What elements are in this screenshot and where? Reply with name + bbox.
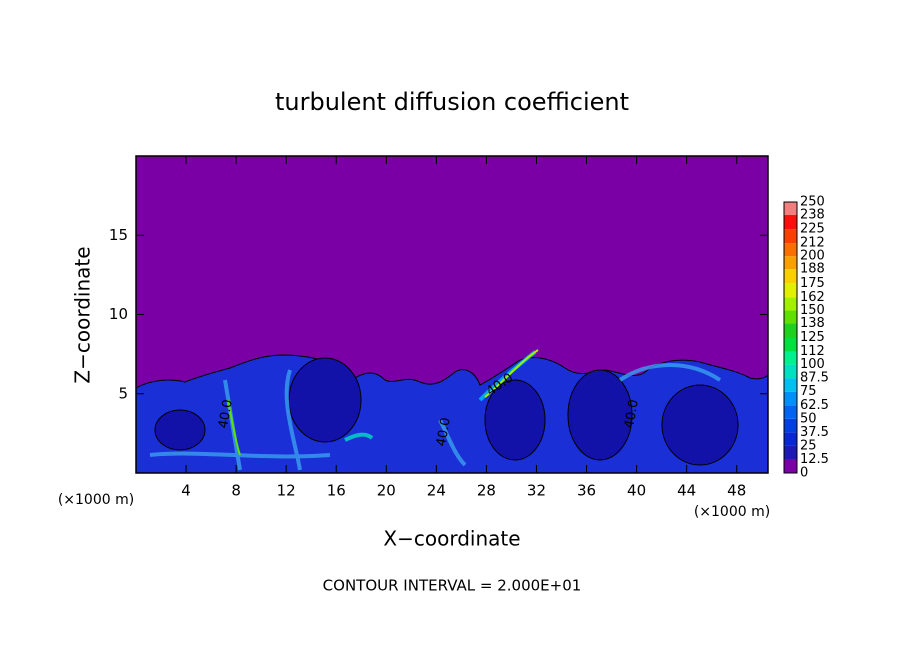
x-unit-label: (×1000 m) bbox=[58, 492, 134, 508]
colorbar-band bbox=[784, 323, 797, 338]
colorbar-label: 25 bbox=[800, 438, 817, 453]
colorbar-label: 175 bbox=[800, 276, 825, 291]
colorbar-band bbox=[784, 310, 797, 324]
vortex bbox=[288, 357, 362, 443]
colorbar-band bbox=[784, 418, 797, 433]
streak bbox=[618, 363, 722, 382]
colorbar-band bbox=[784, 256, 797, 270]
colorbar-band bbox=[784, 202, 797, 216]
colorbar-label: 0 bbox=[800, 466, 808, 481]
colorbar-band bbox=[784, 445, 797, 460]
x-unit-label: (×1000 m) bbox=[694, 504, 770, 520]
colorbar-label: 238 bbox=[800, 208, 825, 223]
colorbar-label: 87.5 bbox=[800, 371, 829, 386]
vortex bbox=[484, 379, 546, 461]
field bbox=[135, 156, 769, 474]
y-tick-label: 15 bbox=[109, 226, 128, 244]
colorbar-label: 37.5 bbox=[800, 425, 829, 440]
y-tick-label: 5 bbox=[118, 384, 128, 402]
colorbar-band bbox=[784, 297, 797, 311]
x-tick-label: 48 bbox=[727, 482, 746, 500]
colorbar-label: 225 bbox=[800, 222, 825, 237]
colorbar-band bbox=[784, 229, 797, 244]
y-tick-label: 10 bbox=[109, 305, 128, 323]
contour-label: 40.0 bbox=[216, 398, 236, 429]
colorbar-band bbox=[784, 378, 797, 392]
vortex bbox=[661, 384, 739, 466]
colorbar-label: 62.5 bbox=[800, 398, 829, 413]
colorbar-band bbox=[784, 269, 797, 284]
colorbar-label: 188 bbox=[800, 262, 825, 277]
x-tick-label: 36 bbox=[577, 482, 596, 500]
colorbar-label: 75 bbox=[800, 384, 817, 399]
x-tick-label: 44 bbox=[677, 482, 696, 500]
streak bbox=[284, 369, 302, 471]
contour-label: 40.0 bbox=[622, 398, 642, 429]
colorbar-label: 125 bbox=[800, 330, 825, 345]
x-tick-label: 32 bbox=[527, 482, 546, 500]
x-tick-label: 24 bbox=[427, 482, 446, 500]
colorbar-band bbox=[784, 283, 797, 298]
x-tick-label: 4 bbox=[181, 482, 191, 500]
colorbar-label: 12.5 bbox=[800, 452, 829, 467]
x-tick-label: 40 bbox=[627, 482, 646, 500]
streak bbox=[149, 451, 331, 459]
colorbar-label: 200 bbox=[800, 249, 825, 264]
colorbar-band bbox=[784, 459, 797, 473]
chart-title: turbulent diffusion coefficient bbox=[275, 88, 629, 116]
vortex-cores bbox=[154, 357, 739, 466]
vortex bbox=[154, 409, 206, 451]
colorbar-label: 150 bbox=[800, 303, 825, 318]
colorbar-band bbox=[784, 364, 797, 379]
x-axis-title: X−coordinate bbox=[383, 527, 520, 551]
colorbar-label: 112 bbox=[800, 344, 825, 359]
colorbar-label: 138 bbox=[800, 316, 825, 331]
colorbar-band bbox=[784, 432, 797, 446]
colorbar-label: 100 bbox=[800, 357, 825, 372]
colorbar-label: 212 bbox=[800, 236, 825, 251]
colorbar-label: 250 bbox=[800, 195, 825, 210]
colorbar-band bbox=[784, 215, 797, 230]
vortex bbox=[567, 369, 633, 461]
x-tick-label: 8 bbox=[231, 482, 241, 500]
colorbar-band bbox=[784, 243, 797, 257]
colorbar-band bbox=[784, 405, 797, 419]
colorbar-label: 50 bbox=[800, 411, 817, 426]
x-tick-label: 12 bbox=[277, 482, 296, 500]
colorbar-frame bbox=[783, 201, 798, 474]
streak-high bbox=[484, 349, 539, 398]
contour-label: 40.0 bbox=[434, 416, 454, 447]
x-tick-label: 20 bbox=[377, 482, 396, 500]
streak bbox=[344, 432, 374, 442]
colorbar-band bbox=[784, 391, 797, 406]
x-tick-label: 28 bbox=[477, 482, 496, 500]
streak bbox=[438, 419, 467, 467]
colorbar-label: 162 bbox=[800, 290, 825, 305]
colorbar-band bbox=[784, 351, 797, 365]
x-tick-label: 16 bbox=[327, 482, 346, 500]
colorbar-band bbox=[784, 337, 797, 352]
streak-high bbox=[227, 399, 241, 456]
footer: CONTOUR INTERVAL = 2.000E+01 bbox=[323, 577, 582, 595]
y-axis-title: Z−coordinate bbox=[71, 246, 95, 383]
